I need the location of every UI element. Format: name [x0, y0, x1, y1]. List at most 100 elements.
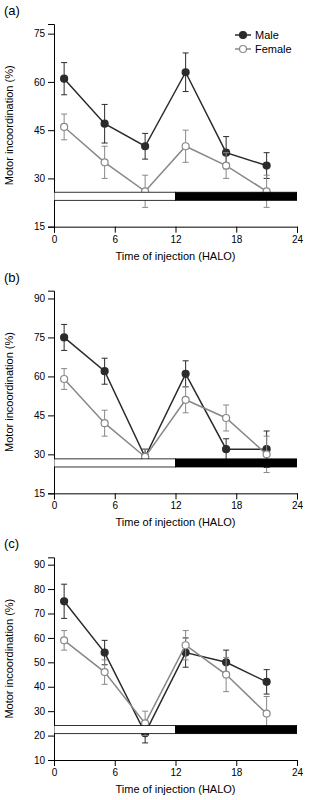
legend-marker — [240, 46, 247, 53]
y-tick: 30 — [34, 706, 54, 717]
data-point — [182, 642, 189, 649]
x-tick-label: 24 — [292, 767, 304, 778]
error-bar — [183, 631, 189, 660]
data-point — [182, 143, 189, 150]
y-tick: 50 — [34, 657, 54, 668]
error-bar — [102, 358, 108, 384]
data-point — [101, 669, 108, 676]
series-line — [64, 337, 267, 457]
y-tick: 20 — [34, 730, 54, 741]
y-tick-label: 75 — [34, 332, 46, 343]
y-tick-label: 90 — [34, 293, 46, 304]
error-bar — [223, 153, 229, 179]
y-tick-mark — [48, 760, 54, 761]
x-tick-mark — [176, 493, 177, 499]
data-point — [142, 143, 149, 150]
y-tick: 60 — [34, 77, 54, 88]
period — [176, 192, 298, 200]
y-tick: 40 — [34, 681, 54, 692]
y-tick: 30 — [34, 449, 54, 460]
y-tick-mark — [48, 227, 54, 228]
data-point — [223, 414, 230, 421]
y-tick-mark — [48, 589, 54, 590]
y-tick: 90 — [34, 293, 54, 304]
y-tick-label: 75 — [34, 28, 46, 39]
series — [61, 369, 271, 473]
x-tick: 12 — [170, 493, 182, 511]
error-bar — [61, 114, 67, 140]
error-bar — [183, 130, 189, 162]
y-axis-title: Motor incoordination (%) — [3, 332, 15, 452]
x-tick-label: 12 — [170, 767, 182, 778]
error-bar — [183, 387, 189, 413]
y-tick-label: 20 — [34, 730, 46, 741]
y-tick-mark — [48, 34, 54, 35]
y-tick-mark — [48, 493, 54, 494]
data-point — [223, 671, 230, 678]
x-tick-label: 6 — [112, 500, 118, 511]
chart: 061218241530456075MaleFemaleTime of inje… — [0, 0, 311, 800]
data-point — [101, 420, 108, 427]
x-tick: 18 — [231, 760, 243, 778]
x-tick-label: 18 — [231, 767, 243, 778]
data-point — [182, 69, 189, 76]
x-tick: 18 — [231, 493, 243, 511]
x-tick-mark — [297, 227, 298, 233]
plot-area: 06121824102030405060708090 — [34, 558, 304, 778]
y-tick-label: 60 — [34, 371, 46, 382]
data-point — [263, 678, 270, 685]
data-point — [223, 446, 230, 453]
x-tick: 12 — [170, 760, 182, 778]
x-tick-label: 6 — [112, 234, 118, 245]
y-tick-label: 70 — [34, 608, 46, 619]
y-axis-line — [48, 25, 55, 228]
x-tick-mark — [115, 760, 116, 766]
panel: 06121824102030405060708090Time of inject… — [3, 536, 303, 795]
x-tick-label: 0 — [52, 767, 58, 778]
x-tick-label: 24 — [292, 500, 304, 511]
error-bar — [61, 324, 67, 350]
error-bar — [142, 133, 148, 159]
period — [54, 192, 176, 200]
y-tick: 60 — [34, 371, 54, 382]
data-layer — [54, 53, 297, 207]
error-bar — [264, 153, 270, 179]
x-tick: 12 — [170, 227, 182, 245]
data-point — [101, 159, 108, 166]
data-point — [61, 598, 68, 605]
series-line — [64, 379, 267, 457]
error-bar — [61, 369, 67, 390]
data-point — [61, 75, 68, 82]
series — [61, 584, 271, 743]
y-tick-label: 30 — [34, 449, 46, 460]
error-bar — [61, 631, 67, 651]
error-bar — [102, 410, 108, 436]
series — [61, 53, 271, 178]
data-point — [263, 451, 270, 458]
x-tick: 6 — [112, 760, 118, 778]
x-axis-line — [55, 761, 298, 767]
y-axis: 153045607590 — [34, 291, 55, 499]
error-bar — [264, 175, 270, 207]
y-tick-label: 40 — [34, 681, 46, 692]
x-tick: 0 — [52, 227, 58, 245]
period — [54, 726, 176, 734]
series-line — [64, 640, 267, 723]
y-tick: 10 — [34, 755, 54, 766]
x-tick-mark — [297, 493, 298, 499]
plot-area: 061218241530456075MaleFemale — [34, 25, 304, 245]
x-tick-mark — [236, 760, 237, 766]
x-tick: 24 — [292, 227, 304, 245]
y-tick-mark — [48, 662, 54, 663]
y-tick-mark — [48, 415, 54, 416]
x-axis: 06121824 — [52, 227, 304, 245]
y-tick-mark — [48, 298, 54, 299]
y-tick-mark — [48, 454, 54, 455]
data-layer — [54, 324, 297, 472]
error-bar — [61, 584, 67, 618]
x-tick-label: 12 — [170, 234, 182, 245]
y-tick: 75 — [34, 332, 54, 343]
x-axis-line — [55, 494, 298, 500]
error-bar — [102, 146, 108, 178]
data-layer — [54, 584, 297, 743]
